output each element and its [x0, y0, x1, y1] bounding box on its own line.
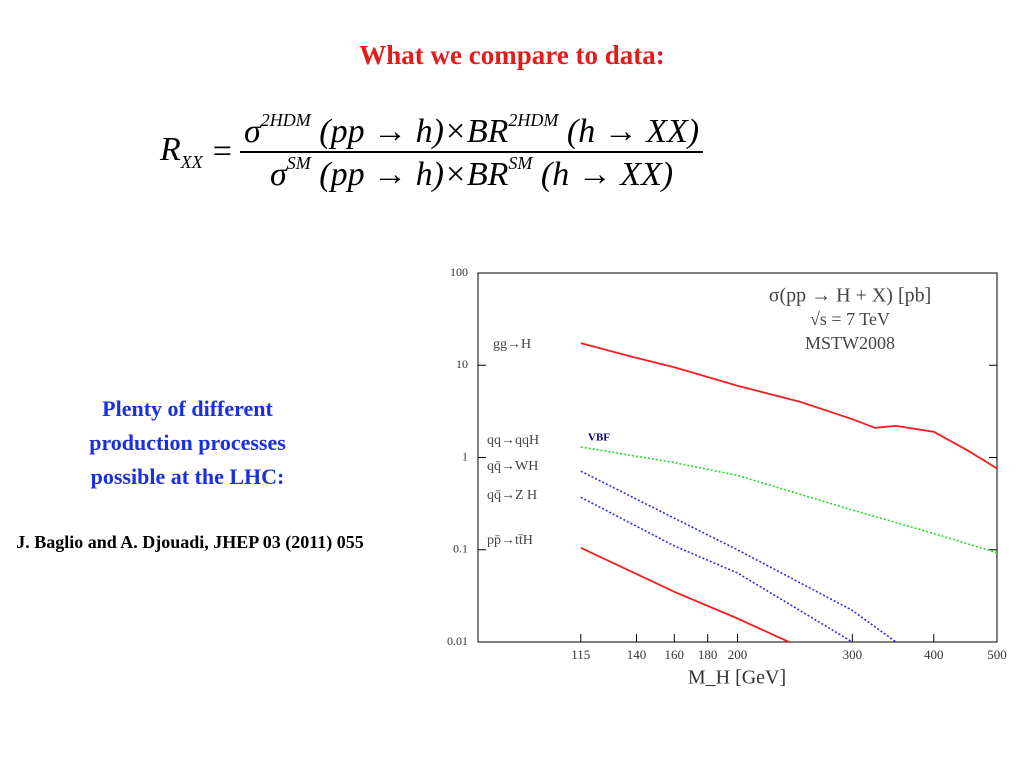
series-line: [580, 496, 853, 643]
formula-sup: 2HDM: [508, 110, 559, 130]
formula-text: σ: [269, 156, 287, 193]
series-line: [580, 470, 897, 643]
formula-text: (pp → h)×BR: [319, 113, 509, 150]
y-tick-label: 10: [456, 357, 468, 371]
y-tick-label: 0.1: [453, 542, 468, 556]
x-tick-label: 400: [924, 647, 944, 662]
x-tick-label: 500: [987, 647, 1007, 662]
formula-text: (h → XX): [540, 156, 674, 193]
reference: J. Baglio and A. Djouadi, JHEP 03 (2011)…: [16, 532, 364, 552]
annotation: σ(pp → H + X) [pb]: [769, 285, 932, 307]
series-label: qq̄→Z H: [487, 488, 537, 503]
formula-lhs: RXX: [160, 131, 203, 173]
formula-text: R: [160, 131, 181, 168]
y-tick-label: 0.01: [447, 634, 468, 648]
formula-sup: SM: [286, 153, 311, 173]
formula: RXX = σ2HDM (pp → h)×BR2HDM (h → XX) σSM…: [160, 92, 880, 212]
slide-title: What we compare to data:: [359, 40, 665, 70]
formula-text: σ: [243, 113, 261, 150]
fraction: σ2HDM (pp → h)×BR2HDM (h → XX) σSM (pp →…: [239, 110, 704, 194]
series-label: qq→qqH: [487, 433, 539, 448]
fraction-bar: [239, 151, 704, 153]
formula-sup: 2HDM: [260, 110, 311, 130]
series-line: [580, 546, 790, 643]
plot-frame: [477, 272, 998, 643]
formula-equals: =: [212, 133, 232, 170]
note: Plenty of different production processes…: [89, 396, 286, 489]
y-tick-label: 1: [462, 449, 468, 463]
x-tick-label: 300: [843, 647, 863, 662]
x-tick-label: 160: [665, 647, 685, 662]
x-tick-label: 115: [571, 647, 590, 662]
formula-text: (pp → h)×BR: [319, 156, 509, 193]
denominator: σSM (pp → h)×BRSM (h → XX): [266, 153, 677, 194]
x-tick-label: 180: [698, 647, 718, 662]
series-line: [580, 446, 998, 554]
series-line: [580, 342, 998, 470]
annotation: VBF: [588, 432, 610, 444]
formula-sub: XX: [180, 152, 203, 172]
x-tick-label: 200: [728, 647, 748, 662]
formula-sup: SM: [508, 153, 533, 173]
y-tick-label: 100: [450, 265, 468, 279]
x-tick-label: 140: [627, 647, 647, 662]
series-label: pp̄→tt̄H: [487, 533, 533, 548]
series-label: qq̄→WH: [487, 459, 538, 474]
numerator: σ2HDM (pp → h)×BR2HDM (h → XX): [240, 110, 703, 151]
formula-text: (h → XX): [566, 113, 700, 150]
x-axis-label: M_H [GeV]: [688, 667, 786, 689]
annotation: MSTW2008: [805, 333, 895, 353]
annotation: √s = 7 TeV: [810, 309, 890, 329]
series-label: gg→H: [493, 337, 531, 352]
